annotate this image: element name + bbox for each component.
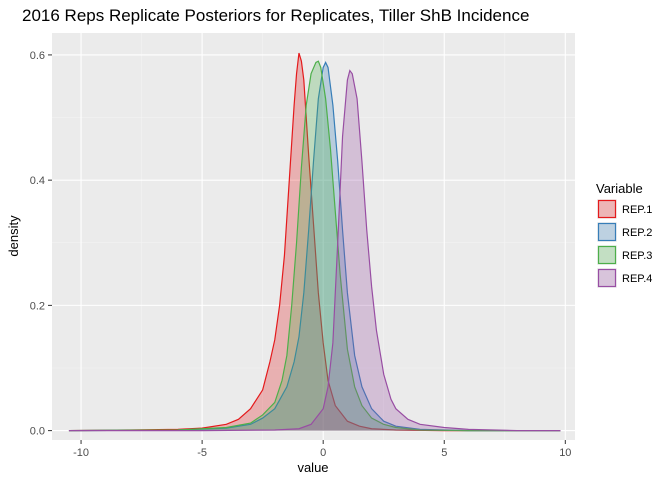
x-tick-label: -10 bbox=[73, 447, 89, 459]
series-layer bbox=[68, 52, 561, 432]
x-axis-title: value bbox=[297, 460, 328, 475]
chart-title: 2016 Reps Replicate Posteriors for Repli… bbox=[22, 6, 529, 25]
density-area-rep-2 bbox=[68, 62, 561, 431]
y-tick-label: 0.6 bbox=[30, 50, 45, 62]
legend-swatch bbox=[597, 245, 617, 265]
legend-label: REP.2 bbox=[622, 227, 652, 239]
y-tick-label: 0.0 bbox=[30, 426, 45, 438]
axis-layer: -10 -5 0 5 10 0.0 0.2 0.4 0.6 bbox=[30, 50, 572, 459]
legend-key-background bbox=[597, 222, 617, 242]
x-tick-label: 0 bbox=[320, 447, 326, 459]
density-line-rep-3 bbox=[68, 60, 561, 432]
legend-label: REP.4 bbox=[622, 273, 652, 285]
legend: REP.1 REP.2 REP.3 REP.4 bbox=[597, 199, 652, 288]
x-tick-label: -5 bbox=[197, 447, 207, 459]
legend-title: Variable bbox=[596, 181, 643, 196]
density-line-rep-4 bbox=[68, 69, 561, 432]
legend-key-background bbox=[597, 245, 617, 265]
legend-swatch bbox=[597, 199, 617, 219]
plot-panel bbox=[52, 33, 575, 440]
y-tick-label: 0.2 bbox=[30, 300, 45, 312]
density-area-rep-3 bbox=[68, 61, 561, 431]
legend-label: REP.3 bbox=[622, 250, 652, 262]
legend-swatch bbox=[597, 222, 617, 242]
x-tick-label: 10 bbox=[559, 447, 571, 459]
density-line-rep-1 bbox=[68, 52, 561, 432]
legend-key-background bbox=[597, 268, 617, 288]
y-tick-label: 0.4 bbox=[30, 175, 45, 187]
y-axis-title: density bbox=[6, 215, 21, 257]
density-line-rep-2 bbox=[68, 61, 561, 432]
x-tick-label: 5 bbox=[441, 447, 447, 459]
legend-key-background bbox=[597, 199, 617, 219]
legend-label: REP.1 bbox=[622, 204, 652, 216]
grid-layer bbox=[52, 33, 575, 440]
legend-swatch bbox=[597, 268, 617, 288]
